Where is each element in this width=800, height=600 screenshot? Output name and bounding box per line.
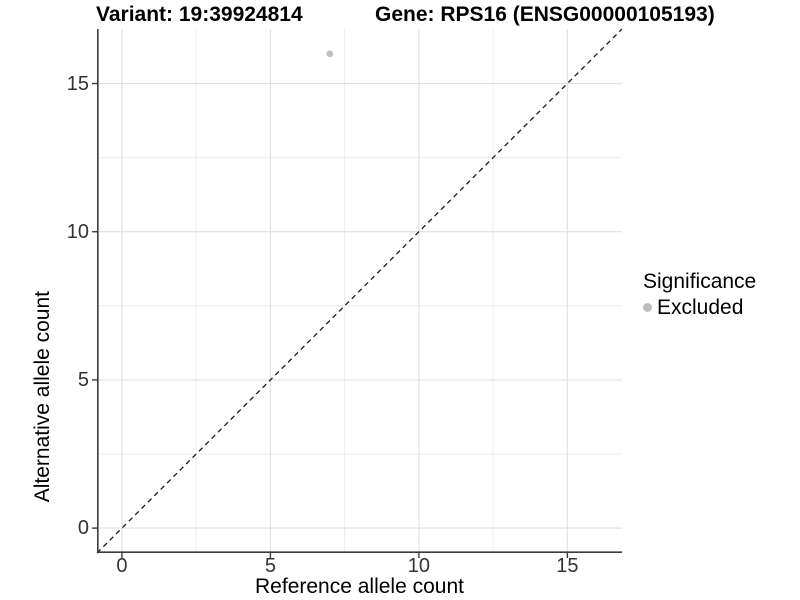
plot-title-gene: Gene: RPS16 (ENSG00000105193) (375, 3, 715, 26)
legend: Significance Excluded (643, 270, 756, 319)
x-axis-title: Reference allele count (255, 575, 464, 598)
y-tick-label-0: 0 (77, 517, 89, 540)
grid-minor (97, 29, 622, 553)
x-tick-label-15: 15 (556, 555, 579, 577)
plot-panel (92, 28, 623, 558)
y-axis-title-text: Alternative allele count (31, 290, 54, 503)
plot-title-variant: Variant: 19:39924814 (96, 3, 303, 26)
legend-item-excluded: Excluded (643, 296, 756, 319)
excluded-point-icon (643, 303, 652, 312)
identity-line (96, 28, 623, 554)
y-tick-label-15: 15 (66, 72, 89, 95)
x-tick-label-0: 0 (116, 555, 128, 577)
legend-item-label: Excluded (657, 296, 744, 319)
legend-title: Significance (643, 270, 757, 293)
y-tick-label-5: 5 (77, 368, 89, 391)
grid-major (97, 29, 622, 553)
tick-marks (92, 82, 569, 558)
x-tick-label-10: 10 (407, 555, 430, 577)
y-tick-label-10: 10 (66, 220, 89, 243)
x-tick-label-5: 5 (264, 555, 276, 577)
plot-canvas (92, 28, 623, 558)
data-point (326, 50, 334, 58)
